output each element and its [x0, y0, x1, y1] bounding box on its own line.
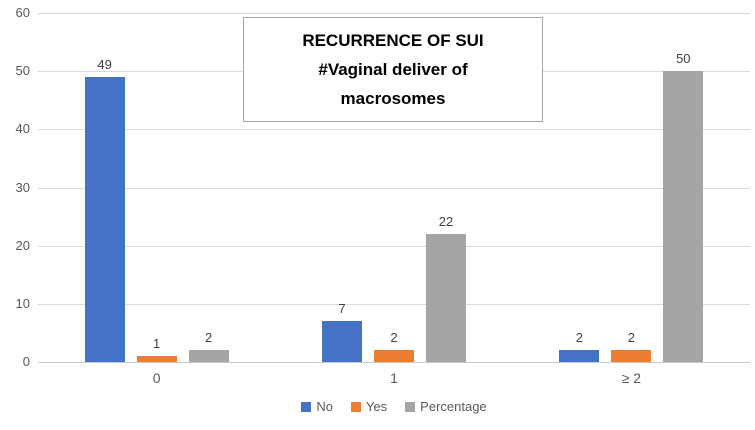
bar-yes-2: 2	[611, 330, 652, 362]
bar-value-label: 22	[438, 214, 454, 229]
chart-title-box: RECURRENCE OF SUI #Vaginal deliver of ma…	[243, 17, 543, 122]
y-tick-label-10: 10	[15, 295, 30, 311]
bar-percentage-1: 22	[425, 214, 466, 362]
gridline-10	[38, 303, 750, 305]
bar-value-label: 2	[205, 330, 213, 345]
legend-item-no: No	[301, 399, 333, 414]
y-tick-label-0: 0	[22, 354, 30, 369]
bar-no-2: 2	[559, 330, 600, 362]
y-tick-label-40: 40	[15, 121, 30, 137]
bar-yes-0: 1	[136, 336, 177, 362]
y-tick-label-50: 50	[15, 63, 30, 79]
bar-value-label: 2	[575, 330, 583, 345]
legend-label: No	[316, 399, 333, 414]
bar-yes-1: 2	[373, 330, 414, 362]
x-axis: 0 1 ≥ 2	[38, 370, 750, 386]
y-tick-label-20: 20	[15, 237, 30, 253]
plot-area: 49 1 2 7 2 22 2 2 50	[38, 13, 750, 363]
legend-label: Percentage	[420, 399, 487, 414]
gridline-40	[38, 129, 750, 131]
legend-item-percentage: Percentage	[405, 399, 487, 414]
gridline-20	[38, 245, 750, 247]
bar-value-label: 2	[390, 330, 398, 345]
bar-value-label: 1	[153, 336, 161, 351]
legend-item-yes: Yes	[350, 399, 388, 414]
legend-swatch-icon	[350, 401, 361, 412]
x-category-label-1: 1	[390, 370, 398, 386]
x-category-label-2: ≥ 2	[621, 370, 641, 386]
bar-group-2: 2 2 50	[513, 13, 750, 362]
bar-group-1: 7 2 22	[275, 13, 512, 362]
gridline-0	[38, 362, 750, 363]
y-tick-label-30: 30	[15, 179, 30, 195]
bar-no-0: 49	[84, 57, 125, 362]
legend-swatch-icon	[405, 401, 416, 412]
bar-value-label: 7	[338, 301, 346, 316]
gridline-30	[38, 187, 750, 189]
bar-value-label: 49	[97, 57, 112, 72]
gridline-60	[38, 13, 750, 14]
bar-percentage-0: 2	[188, 330, 229, 362]
bar-value-label: 2	[627, 330, 635, 345]
legend: No Yes Percentage	[38, 399, 750, 414]
legend-label: Yes	[365, 399, 388, 414]
chart-title-line-2: #Vaginal deliver of	[318, 60, 468, 79]
legend-swatch-icon	[301, 401, 312, 412]
bar-group-0: 49 1 2	[38, 13, 275, 362]
bar-value-label: 50	[676, 51, 691, 66]
x-category-label-0: 0	[152, 370, 161, 386]
chart-title-line-3: macrosomes	[340, 89, 446, 108]
bar-groups: 49 1 2 7 2 22 2 2 50	[38, 13, 750, 362]
chart-title-line-1: RECURRENCE OF SUI	[302, 31, 484, 50]
y-tick-label-60: 60	[15, 5, 30, 20]
bar-no-1: 7	[321, 301, 362, 362]
bar-percentage-2: 50	[663, 51, 704, 362]
